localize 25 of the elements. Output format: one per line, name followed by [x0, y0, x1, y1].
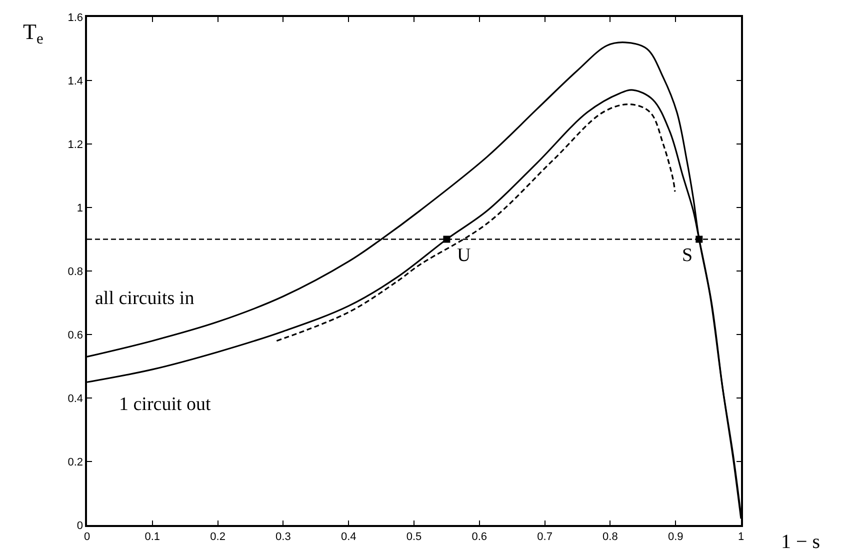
x-tick-label: 0.3 — [276, 530, 291, 543]
x-tick-label: 0.4 — [340, 530, 356, 543]
series-label: 1 circuit out — [119, 394, 212, 415]
series-label: all circuits in — [95, 288, 195, 309]
y-tick-label: 1.2 — [68, 138, 84, 151]
y-tick-label: 1.4 — [68, 75, 84, 88]
x-tick-label: 0.6 — [472, 530, 488, 543]
x-tick-label: 0.1 — [144, 530, 160, 543]
y-tick-label: 0.2 — [68, 456, 84, 468]
x-tick-label: 0.8 — [602, 530, 618, 543]
x-tick-label: 0.9 — [668, 530, 684, 543]
y-tick-label: 0.4 — [68, 392, 84, 405]
y-tick-label: 1.6 — [68, 12, 84, 24]
y-tick-label: 0.6 — [68, 329, 84, 342]
y-axis-title: T$_{e}$ — [23, 19, 44, 48]
x-tick-label: 0.5 — [406, 530, 422, 543]
y-tick-label: 0.8 — [68, 266, 84, 278]
x-tick-label: 1 — [738, 530, 744, 543]
annotation: S — [682, 245, 693, 266]
annotation: U — [457, 245, 471, 266]
y-tick-label: 1 — [76, 202, 84, 214]
x-tick-label: 0.7 — [537, 530, 552, 543]
x-axis-title: 1 − s — [781, 531, 820, 553]
y-tick-label: 0 — [76, 520, 84, 532]
x-tick-label: 0.2 — [210, 530, 226, 543]
